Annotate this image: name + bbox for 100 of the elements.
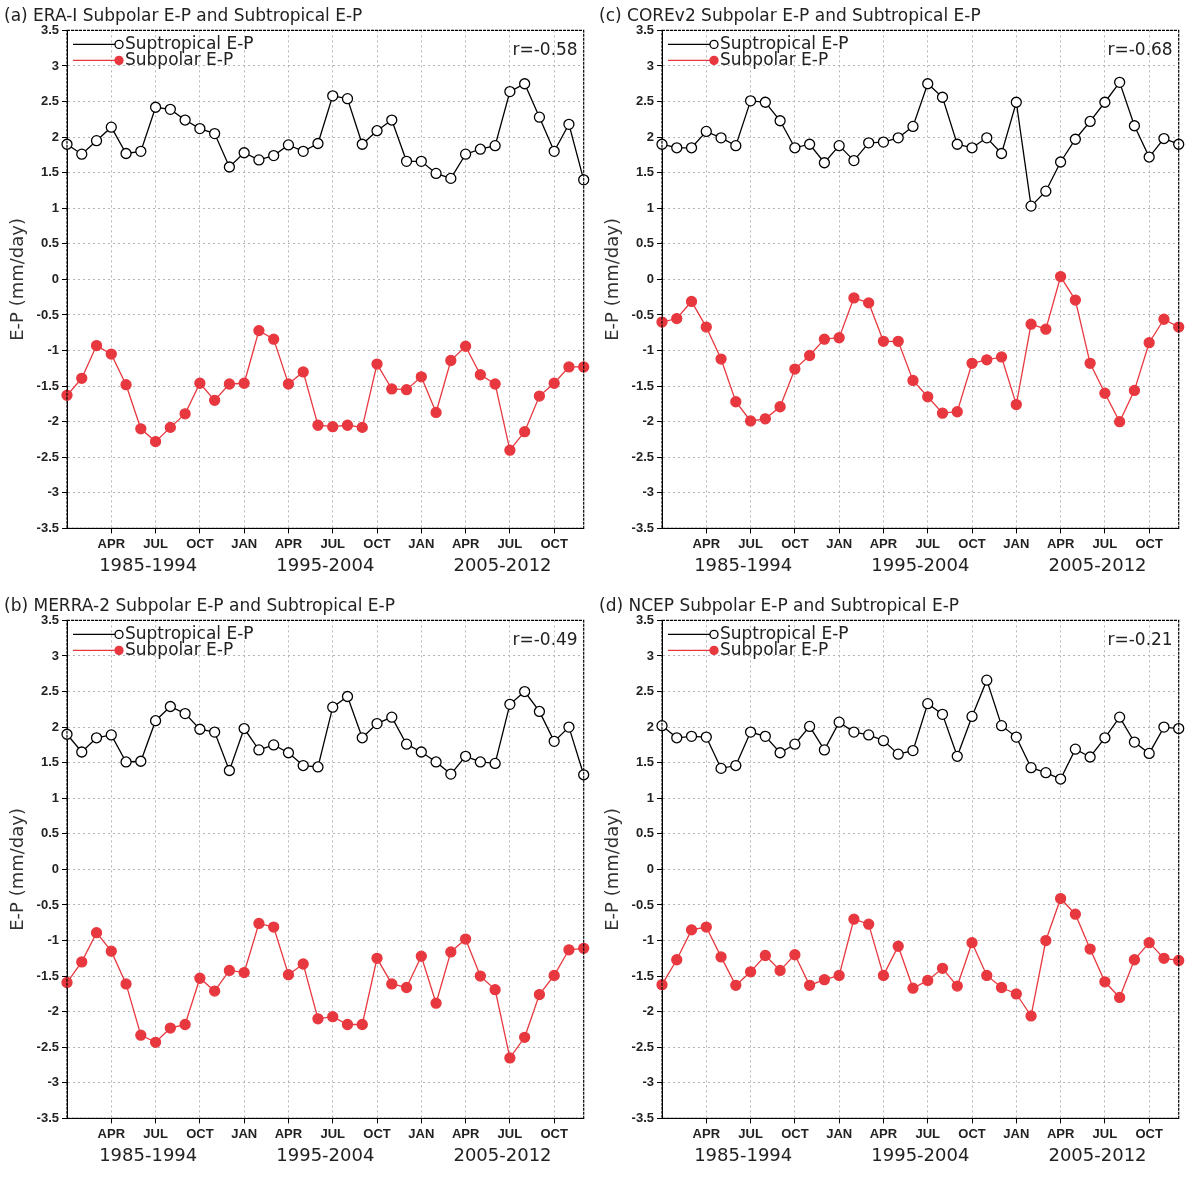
y-tick-label: 1 <box>646 789 654 805</box>
x-tick-label: JUL <box>915 535 941 551</box>
y-tick-label: 2 <box>646 128 654 144</box>
point <box>803 349 816 362</box>
point <box>459 148 472 160</box>
point <box>1114 991 1126 1004</box>
point <box>789 363 801 375</box>
point <box>774 115 786 127</box>
point <box>504 1052 516 1064</box>
point <box>282 378 295 390</box>
point <box>685 295 698 308</box>
point <box>700 921 712 933</box>
point <box>1173 722 1185 735</box>
point <box>386 711 398 723</box>
point <box>400 384 413 396</box>
point <box>863 729 875 741</box>
annotation: r=-0.68 <box>1107 38 1173 59</box>
x-tick-label: JAN <box>826 1125 853 1141</box>
point <box>459 750 472 762</box>
y-tick-label: 0.5 <box>40 825 59 841</box>
point <box>848 726 860 738</box>
point <box>848 913 860 925</box>
point <box>208 726 221 738</box>
point <box>863 297 875 309</box>
point <box>1025 762 1037 774</box>
y-tick-label: 1.5 <box>635 164 654 180</box>
point <box>907 120 919 133</box>
point <box>504 444 516 456</box>
point <box>327 701 339 713</box>
point <box>445 354 457 367</box>
x-tick-label: OCT <box>1135 1125 1163 1141</box>
point <box>430 997 442 1009</box>
point <box>386 383 398 395</box>
point <box>238 966 250 979</box>
point <box>833 140 845 152</box>
point <box>223 964 236 977</box>
point <box>1143 151 1155 163</box>
point <box>120 756 132 768</box>
point <box>194 723 206 735</box>
point <box>1054 773 1067 785</box>
point <box>504 85 516 98</box>
y-tick-label: -3 <box>47 1074 59 1090</box>
point <box>105 121 117 133</box>
point <box>445 946 457 958</box>
point <box>578 361 590 373</box>
point <box>312 419 324 431</box>
x-tick-label: JUL <box>143 535 168 551</box>
point <box>803 979 816 992</box>
point <box>548 735 560 747</box>
x-tick-label: OCT <box>540 1125 568 1141</box>
y-tick-label: -3 <box>47 484 59 500</box>
point <box>563 118 575 130</box>
x-tick-label: APR <box>451 1125 480 1141</box>
y-tick-label: -0.5 <box>36 306 59 322</box>
x-tick-label: JUL <box>497 535 523 551</box>
point <box>563 361 575 373</box>
point <box>149 435 162 448</box>
point <box>730 759 742 772</box>
point <box>1069 908 1082 920</box>
y-axis-title: E-P (mm/day) <box>6 808 28 931</box>
point <box>1040 323 1052 335</box>
point <box>504 698 516 710</box>
point <box>1114 76 1126 88</box>
point <box>744 966 757 978</box>
point <box>833 716 845 728</box>
point <box>744 95 757 107</box>
point <box>474 970 487 982</box>
point <box>149 101 162 113</box>
point <box>179 408 191 420</box>
text: 1985-1994 <box>694 554 793 576</box>
x-tick-label: APR <box>692 1125 721 1141</box>
point <box>892 748 904 760</box>
y-tick-label: -1 <box>47 932 59 948</box>
point <box>1128 384 1141 397</box>
point <box>297 145 309 157</box>
point <box>548 377 560 389</box>
x-tick-label: OCT <box>781 535 809 551</box>
point <box>907 744 919 757</box>
point <box>268 739 280 751</box>
x-tick-label: APR <box>869 535 898 551</box>
point <box>268 149 280 162</box>
point <box>1158 721 1170 733</box>
point <box>1040 934 1052 947</box>
x-tick-label: OCT <box>1135 535 1163 551</box>
y-axis-title: E-P (mm/day) <box>601 808 623 931</box>
point <box>1054 892 1067 905</box>
point <box>981 132 993 144</box>
point <box>149 1036 162 1048</box>
x-tick-label: APR <box>869 1125 898 1141</box>
point <box>789 738 801 750</box>
x-tick-label: JUL <box>1092 535 1118 551</box>
point <box>1084 751 1096 763</box>
y-tick-label: -0.5 <box>631 306 654 322</box>
point <box>863 137 875 149</box>
y-tick-label: 1.5 <box>40 754 59 770</box>
point <box>533 705 546 718</box>
point <box>1069 743 1082 755</box>
point <box>76 148 88 160</box>
point <box>312 137 324 150</box>
y-tick-label: -1 <box>47 342 59 358</box>
